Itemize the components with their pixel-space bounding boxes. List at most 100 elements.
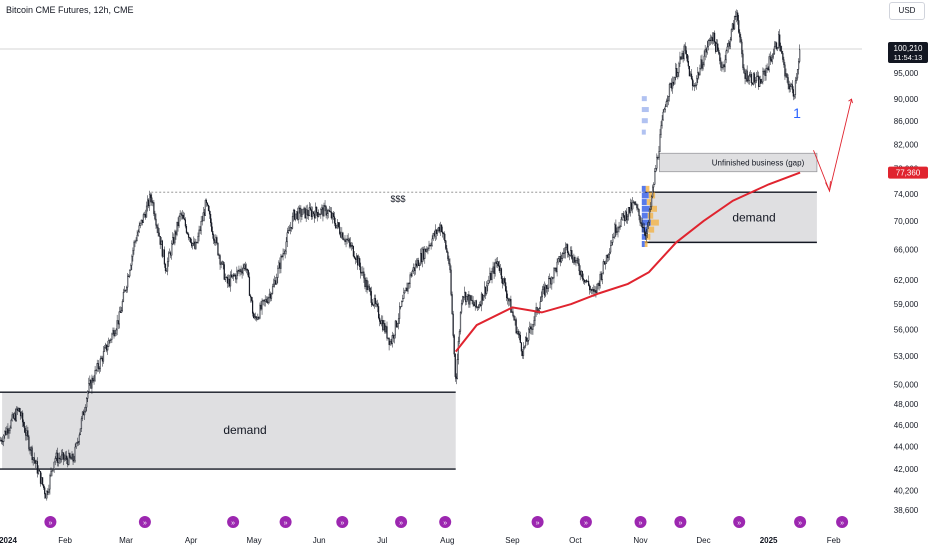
candle-body [92,377,94,382]
candle-body [165,270,168,272]
candle-body [517,331,519,334]
candle-body [542,286,545,290]
candle-body [250,296,253,301]
economic-event-icon [634,516,647,528]
candle-body [319,213,321,216]
candle-body [665,101,667,107]
candle-body [706,46,708,53]
candle-body [63,452,65,460]
candle-body [433,233,435,237]
volume-bar-blue [641,226,649,233]
candle-body [142,214,145,223]
candle-body [565,244,568,248]
candle-body [242,268,244,274]
candle-body [8,430,10,434]
candle-body [736,12,738,17]
candle-body [729,39,731,47]
candle-body [588,280,590,286]
candle-body [320,209,322,215]
volume-bar-blue [641,185,646,192]
candle-body [743,67,745,74]
currency-button[interactable]: USD [889,2,925,20]
candle-body [264,299,266,302]
candle-body [547,287,549,289]
candle-body [728,42,730,47]
candle-body [715,42,717,52]
candle-body [699,68,701,76]
candle-body [178,216,180,227]
candle-body [711,37,714,42]
candle-body [539,301,541,309]
candle-body [779,34,781,47]
candle-body [49,475,51,490]
candle-body [546,285,548,289]
price-tick-label: 74,000 [894,190,919,199]
candle-body [479,304,482,306]
candle-body [680,56,682,60]
candle-body [115,329,117,334]
candle-body [254,316,256,319]
candle-body [40,477,43,484]
candle-body [46,490,48,499]
time-tick-label: Jul [377,536,387,545]
candle-body [543,286,546,296]
candle-body [278,262,280,269]
candle-body [673,81,675,85]
candle-body [234,274,236,277]
volume-bar-light [641,107,649,113]
candle-body [685,50,687,55]
candle-body [232,274,234,278]
price-tick-label: 53,000 [894,352,919,361]
candle-body [55,452,57,459]
candle-body [487,283,489,286]
candle-body [60,454,63,460]
candle-body [376,303,379,307]
candle-body [526,337,528,342]
candle-body [441,224,443,233]
candle-body [759,79,761,87]
candle-body [737,12,739,21]
candle-body [506,290,508,299]
candle-body [468,294,470,305]
candle-body [289,227,292,231]
candle-body [578,263,580,272]
candle-body [666,100,668,102]
candle-body [462,296,464,304]
volume-bar-amber [647,212,654,219]
candle-body [139,223,141,226]
candle-body [438,227,441,232]
candle-body [104,344,107,348]
candle-body [89,379,91,384]
candle-body [226,276,229,284]
candle-body [455,376,457,379]
candle-body [310,209,313,217]
time-tick-label: Aug [440,536,454,545]
candle-body [751,82,754,85]
candle-body [58,457,61,459]
candle-body [15,408,17,421]
candle-body [173,237,175,244]
candle-body [484,286,486,296]
candle-body [423,248,425,259]
candle-body [327,209,329,214]
candle-body [507,297,509,300]
candle-body [721,67,723,69]
candle-body [403,292,405,299]
candle-body [638,209,640,217]
candle-body [9,427,11,431]
candle-body [170,252,172,256]
candle-body [222,261,224,265]
candle-body [580,270,582,276]
price-tick-label: 82,000 [894,140,919,149]
candle-body [405,287,407,292]
candle-body [752,73,755,85]
candle-body [747,80,749,82]
candle-body [669,82,672,85]
candle-body [164,264,167,272]
candle-body [188,237,191,239]
candle-body [357,255,359,266]
candle-body [30,447,32,451]
candle-body [296,211,298,215]
time-tick-label: Feb [827,536,841,545]
